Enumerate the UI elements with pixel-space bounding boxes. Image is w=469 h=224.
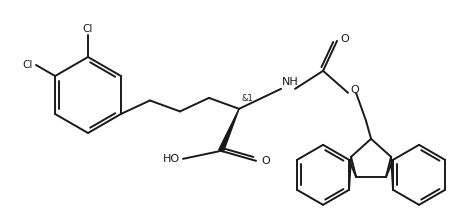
Text: O: O: [261, 156, 270, 166]
Text: NH: NH: [282, 77, 299, 87]
Text: O: O: [350, 85, 359, 95]
Text: Cl: Cl: [23, 60, 33, 70]
Text: HO: HO: [163, 154, 180, 164]
Text: &1: &1: [241, 94, 253, 103]
Polygon shape: [219, 109, 239, 152]
Text: Cl: Cl: [83, 24, 93, 34]
Text: O: O: [340, 34, 349, 44]
